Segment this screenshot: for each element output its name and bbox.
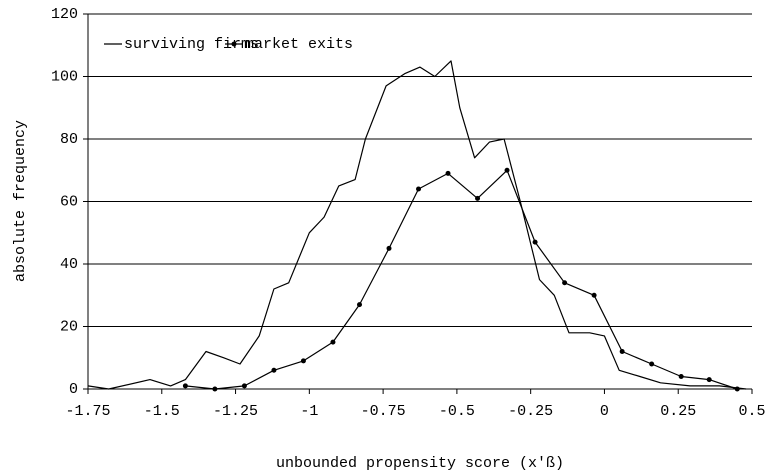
y-tick-label: 120 — [51, 6, 78, 23]
y-tick-label: 80 — [60, 131, 78, 148]
y-tick-label: 100 — [51, 68, 78, 85]
legend-label: surviving firms — [124, 36, 259, 53]
x-tick-label: -0.75 — [361, 403, 406, 420]
x-tick-label: 0.5 — [738, 403, 765, 420]
marker — [562, 280, 568, 286]
y-tick-label: 40 — [60, 256, 78, 273]
marker — [649, 361, 655, 367]
x-tick-label: -0.5 — [439, 403, 475, 420]
marker — [241, 383, 247, 389]
marker — [271, 367, 277, 373]
y-tick-label: 0 — [69, 381, 78, 398]
x-tick-label: -1 — [300, 403, 318, 420]
marker — [300, 358, 306, 364]
x-tick-label: -1.25 — [213, 403, 258, 420]
legend-label: market exits — [245, 36, 353, 53]
x-tick-label: -1.75 — [65, 403, 110, 420]
marker — [532, 239, 538, 245]
marker — [386, 245, 392, 251]
marker — [416, 186, 422, 192]
marker — [212, 386, 218, 392]
x-tick-label: 0 — [600, 403, 609, 420]
marker — [706, 377, 712, 383]
y-axis-label: absolute frequency — [12, 120, 29, 282]
line — [87, 60, 747, 390]
x-axis-label: unbounded propensity score (x'ß) — [276, 455, 564, 472]
marker — [357, 302, 363, 308]
x-tick-label: 0.25 — [660, 403, 696, 420]
x-tick-label: -0.25 — [508, 403, 553, 420]
marker — [619, 349, 625, 354]
marker — [330, 339, 336, 345]
y-tick-label: 60 — [60, 193, 78, 210]
marker — [475, 195, 481, 201]
marker — [182, 383, 188, 389]
legend-marker — [231, 41, 237, 47]
marker — [734, 386, 740, 392]
marker — [445, 170, 451, 176]
marker — [678, 374, 684, 379]
x-tick-label: -1.5 — [144, 403, 180, 420]
line — [185, 169, 738, 390]
marker — [591, 292, 597, 298]
marker — [504, 167, 510, 173]
y-tick-label: 20 — [60, 318, 78, 335]
